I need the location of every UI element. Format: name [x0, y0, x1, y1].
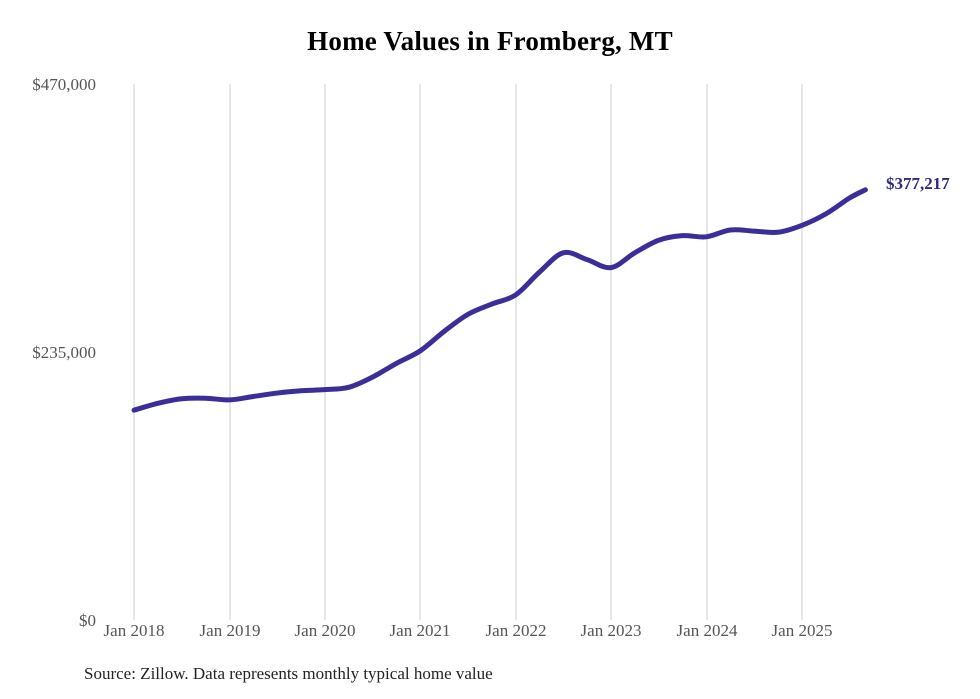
x-axis-tick-label-jan-2024: Jan 2024 [676, 621, 738, 640]
source-note: Source: Zillow. Data represents monthly … [84, 664, 493, 683]
y-axis-tick-label-top: $470,000 [32, 75, 96, 94]
end-value-annotation: $377,217 [886, 174, 950, 193]
page-title: Home Values in Fromberg, MT [307, 26, 673, 56]
x-axis-tick-label-jan-2025: Jan 2025 [771, 621, 833, 640]
y-axis-tick-label-mid: $235,000 [32, 343, 96, 362]
gridline-group [133, 84, 803, 620]
y-axis-tick-label-zero: $0 [79, 611, 96, 630]
x-axis-tick-label-jan-2022: Jan 2022 [485, 621, 547, 640]
x-axis-tick-label-jan-2021: Jan 2021 [389, 621, 451, 640]
x-axis-tick-label-jan-2018: Jan 2018 [103, 621, 165, 640]
x-axis-tick-label-jan-2020: Jan 2020 [294, 621, 356, 640]
home-value-line-series [131, 187, 868, 413]
x-axis-tick-label-jan-2023: Jan 2023 [580, 621, 642, 640]
x-axis-tick-label-jan-2019: Jan 2019 [199, 621, 261, 640]
